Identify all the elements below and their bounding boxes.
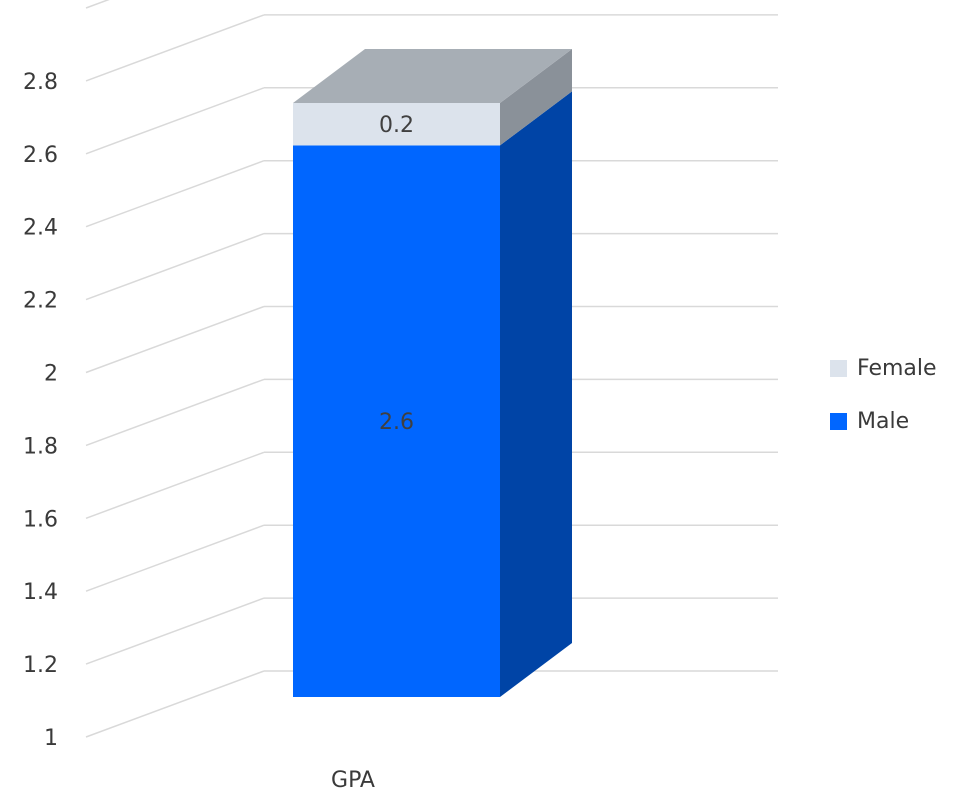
y-tick-label: 2.8 — [23, 70, 58, 95]
y-tick-label: 1.2 — [23, 653, 58, 678]
legend-label-male: Male — [857, 409, 910, 434]
legend-swatch-male — [830, 413, 847, 430]
y-tick-label: 1.6 — [23, 507, 58, 532]
legend-item-female: Female — [830, 352, 937, 385]
legend-label-female: Female — [857, 356, 937, 381]
bars: 2.6 0.2 — [293, 49, 572, 697]
legend-item-male: Male — [830, 405, 937, 438]
y-tick-label: 1 — [44, 726, 58, 751]
y-tick-label: 2 — [44, 362, 58, 387]
gridline-diagonal — [85, 14, 265, 82]
y-axis-ticks: 1 1.2 1.4 1.6 1.8 2 2.2 2.4 2.6 2.8 — [23, 70, 58, 751]
gridline-diagonal — [85, 87, 265, 155]
data-label-female: 0.2 — [379, 113, 414, 138]
data-label-male: 2.6 — [379, 410, 414, 435]
gridline-diagonal — [85, 451, 265, 520]
y-tick-label: 2.6 — [23, 143, 58, 168]
x-category-label: GPA — [331, 768, 375, 793]
bar-top-face — [293, 49, 572, 103]
gridline-diagonal — [85, 597, 265, 665]
bar-male — [293, 145, 500, 697]
gridline-diagonal — [85, 0, 110, 9]
legend-swatch-female — [830, 360, 847, 377]
bar-side-female — [500, 49, 572, 146]
gridline-diagonal — [85, 378, 265, 447]
y-tick-label: 1.8 — [23, 434, 58, 459]
bar-female — [293, 103, 500, 146]
legend: Female Male — [830, 352, 937, 458]
y-tick-label: 2.2 — [23, 289, 58, 314]
gridline-diagonal — [85, 159, 265, 228]
gridline-diagonal — [85, 305, 265, 374]
gridline-diagonal — [85, 670, 265, 738]
bar-side-male — [500, 91, 572, 697]
x-axis-categories: GPA — [331, 768, 375, 793]
gridline-diagonal — [85, 232, 265, 301]
y-tick-label: 2.4 — [23, 216, 58, 241]
y-tick-label: 1.4 — [23, 580, 58, 605]
gridline-diagonal — [85, 524, 265, 592]
